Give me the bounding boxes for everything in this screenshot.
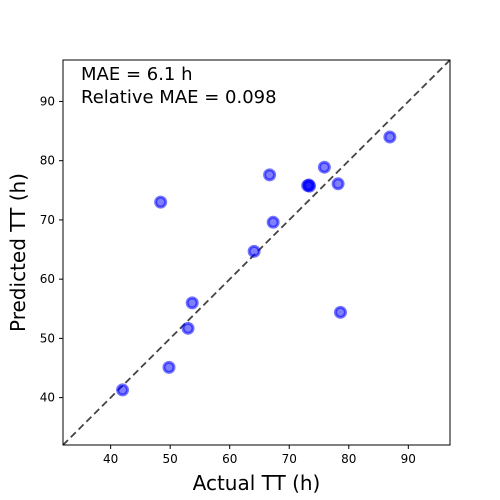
relative-mae-annotation: Relative MAE = 0.098 — [81, 87, 277, 108]
plot-frame — [62, 59, 451, 446]
x-tick-label-5: 90 — [401, 452, 416, 466]
x-tick-label-3: 70 — [282, 452, 297, 466]
y-tick-label-4: 80 — [40, 154, 55, 168]
data-point-12 — [331, 177, 345, 191]
data-point-2 — [162, 360, 176, 374]
axis-ticks: 40 50 60 70 80 90 40 50 60 70 80 90 — [40, 94, 416, 466]
y-tick-label-2: 60 — [40, 272, 55, 286]
plot-area — [63, 60, 450, 445]
y-tick-label-1: 50 — [40, 331, 55, 345]
mae-annotation: MAE = 6.1 h — [81, 64, 193, 85]
identity-reference-line — [63, 60, 450, 445]
y-tick-label-5: 90 — [40, 94, 55, 108]
x-tick-label-4: 80 — [341, 452, 356, 466]
y-tick-label-0: 40 — [40, 391, 55, 405]
data-point-4 — [185, 296, 199, 310]
data-point-7 — [266, 215, 280, 229]
x-tick-label-1: 50 — [163, 452, 178, 466]
data-point-3 — [181, 321, 195, 335]
data-point-14 — [383, 130, 397, 144]
x-axis-title: Actual TT (h) — [193, 471, 321, 495]
data-point-13 — [333, 305, 347, 319]
data-point-6 — [263, 168, 277, 182]
data-point-1 — [154, 195, 168, 209]
x-tick-label-0: 40 — [103, 452, 118, 466]
data-point-5 — [247, 244, 261, 258]
data-point-0 — [116, 383, 130, 397]
x-tick-label-2: 60 — [222, 452, 237, 466]
y-axis-title: Predicted TT (h) — [6, 173, 30, 332]
y-tick-label-3: 70 — [40, 213, 55, 227]
data-point-11 — [317, 160, 331, 174]
data-point-10 — [302, 179, 316, 193]
